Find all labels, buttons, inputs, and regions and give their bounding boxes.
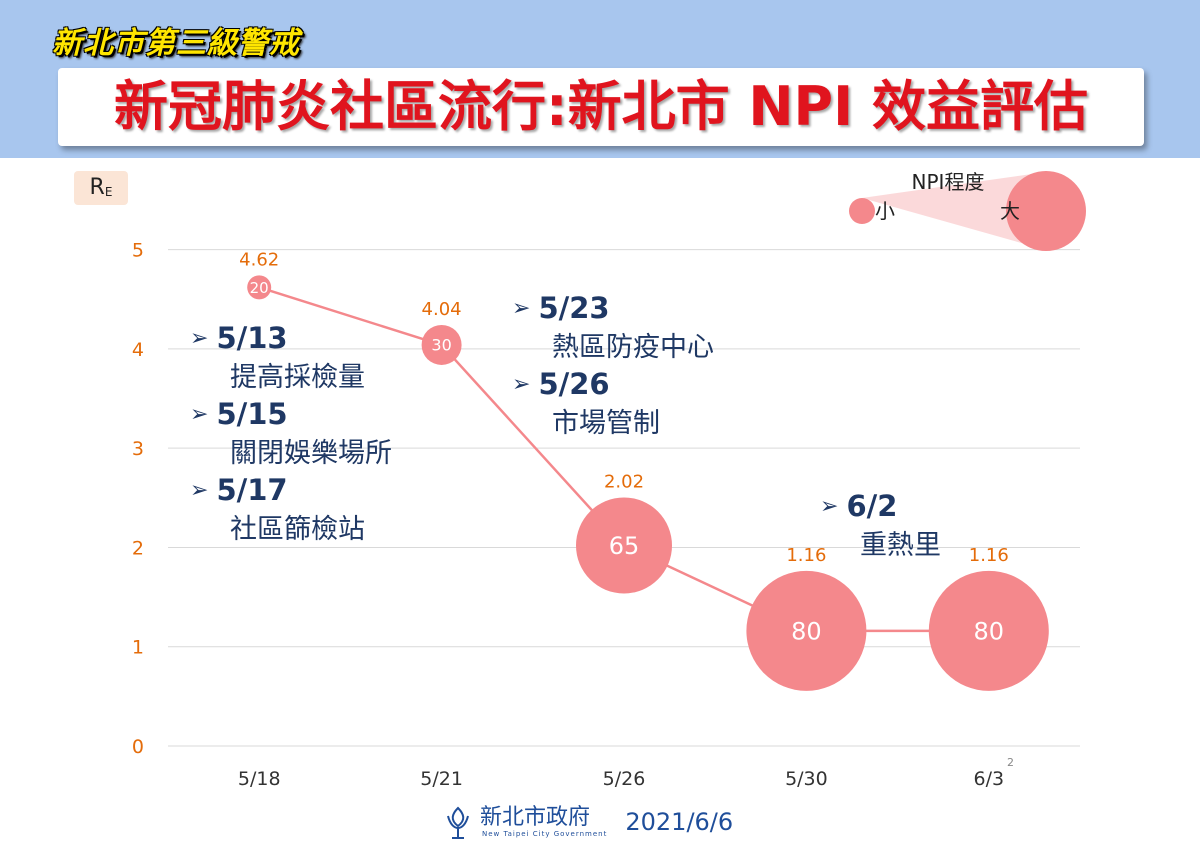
annotation-desc: 社區篩檢站 [230,514,365,545]
annotation-3: ➢ 5/23 [512,290,714,330]
annotation-date: 5/23 [538,291,610,325]
value-labels: 4.62 4.04 2.02 1.16 1.16 [239,249,1009,565]
arrow-icon: ➢ [512,296,531,321]
npi-level-label: 30 [431,336,451,355]
y-tick-label: 0 [132,736,144,758]
value-label: 4.04 [422,299,462,320]
grid-lines [168,249,1080,747]
y-axis-label-sub: E [104,185,113,199]
npi-bubbles: 20 30 65 80 80 [247,275,1049,691]
y-tick-label: 3 [132,438,144,460]
legend-small-label: 小 [875,199,895,223]
org-name-block: 新北市政府 New Taipei City Government [472,805,608,839]
arrow-icon: ➢ [190,326,209,351]
annotation-desc: 關閉娛樂場所 [230,438,392,469]
legend-wedge [862,172,1046,250]
annotation-desc: 熱區防疫中心 [552,332,714,363]
arrow-icon: ➢ [512,372,531,397]
annotation-desc: 重熱里 [860,530,941,561]
x-tick-label: 5/26 [603,768,646,790]
npi-bubble [247,275,272,300]
x-tick-label: 6/3 [974,768,1005,790]
x-tick-label: 5/30 [785,768,828,790]
y-tick-label: 5 [132,240,144,262]
main-title-box [58,68,1144,146]
annotation-5: ➢ 6/2 [820,488,941,528]
npi-level-label: 65 [609,532,640,560]
npi-bubble [576,497,672,594]
org-name: 新北市政府 [480,805,591,830]
x-tick-label: 5/21 [420,768,463,790]
org-name-en: New Taipei City Government [482,830,608,838]
footer-date: 2021/6/6 [625,808,734,836]
npi-bubble [421,324,462,365]
arrow-icon: ➢ [190,478,209,503]
npi-legend: NPI程度 小 大 [849,170,1086,251]
x-tick-labels: 5/18 5/21 5/26 5/30 6/3 [238,768,1004,790]
main-title: 新冠肺炎社區流行:新北市 NPI 效益評估 [113,75,1089,138]
legend-large-circle [1006,171,1086,251]
city-logo-icon [447,806,469,839]
annotation-date: 5/26 [538,367,610,401]
annotation-date: 6/2 [846,489,898,523]
npi-level-label: 20 [250,279,269,297]
value-label: 1.16 [786,545,826,566]
alert-title: 新北市第三級警戒 [52,26,300,61]
annotation-date: 5/13 [216,321,288,355]
y-tick-labels: 0 1 2 3 4 5 [132,240,144,758]
annotation-4: ➢ 5/26 [512,366,714,406]
value-label: 1.16 [969,545,1009,566]
annotation-block-3: ➢ 6/2 重熱里 [820,488,941,564]
npi-level-label: 80 [791,617,822,645]
annotation-block-2: ➢ 5/23 熱區防疫中心 ➢ 5/26 市場管制 [512,290,714,442]
arrow-icon: ➢ [820,494,839,519]
legend-large-label: 大 [1000,199,1020,223]
annotation-block-1: ➢ 5/13 提高採檢量 ➢ 5/15 關閉娛樂場所 ➢ 5/17 社區篩檢站 [190,320,392,548]
y-tick-label: 1 [132,637,144,659]
legend-small-circle [849,198,875,224]
arrow-icon: ➢ [190,402,209,427]
y-axis-label-main: R [89,175,105,200]
npi-bubble [928,570,1049,691]
annotation-date: 5/17 [216,473,288,507]
y-tick-label: 4 [132,339,144,361]
value-label: 2.02 [604,471,644,492]
x-tick-label: 5/18 [238,768,281,790]
annotation-date: 5/15 [216,397,288,431]
annotation-2: ➢ 5/17 [190,472,392,512]
npi-bubble [746,570,867,691]
annotation-0: ➢ 5/13 [190,320,392,360]
footer: 新北市政府 New Taipei City Government 2021/6/… [444,800,733,844]
annotation-desc: 市場管制 [552,408,660,439]
value-label: 4.62 [239,249,279,270]
npi-level-label: 80 [974,617,1005,645]
annotation-1: ➢ 5/15 [190,396,392,436]
y-axis-label: RE [74,171,128,205]
y-tick-label: 2 [132,537,144,559]
legend-title: NPI程度 [912,170,985,194]
annotation-desc: 提高採檢量 [230,362,365,393]
page-number: 2 [1007,756,1014,769]
